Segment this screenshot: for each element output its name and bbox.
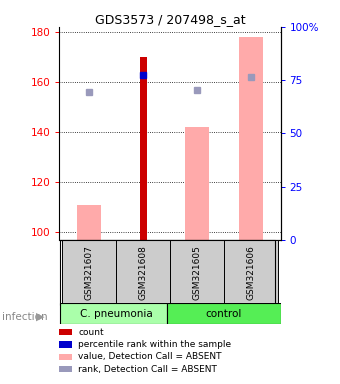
Bar	[224, 240, 278, 305]
Bar	[139, 57, 147, 240]
Text: count: count	[78, 328, 104, 337]
Bar	[167, 303, 280, 324]
Bar	[116, 240, 170, 305]
Text: GSM321607: GSM321607	[85, 245, 94, 300]
Bar	[62, 240, 116, 305]
Text: GSM321606: GSM321606	[246, 245, 255, 300]
Text: value, Detection Call = ABSENT: value, Detection Call = ABSENT	[78, 352, 222, 361]
Bar	[170, 240, 224, 305]
Text: C. pneumonia: C. pneumonia	[80, 309, 152, 319]
Text: GDS3573 / 207498_s_at: GDS3573 / 207498_s_at	[95, 13, 245, 26]
Text: percentile rank within the sample: percentile rank within the sample	[78, 340, 231, 349]
Text: GSM321605: GSM321605	[192, 245, 202, 300]
Bar	[77, 205, 101, 240]
Text: rank, Detection Call = ABSENT: rank, Detection Call = ABSENT	[78, 364, 217, 374]
Text: control: control	[206, 309, 242, 319]
Bar	[59, 303, 167, 324]
Bar	[185, 127, 209, 240]
Bar	[239, 37, 263, 240]
Text: GSM321608: GSM321608	[138, 245, 148, 300]
Text: ▶: ▶	[36, 312, 45, 322]
Text: infection: infection	[2, 312, 47, 322]
